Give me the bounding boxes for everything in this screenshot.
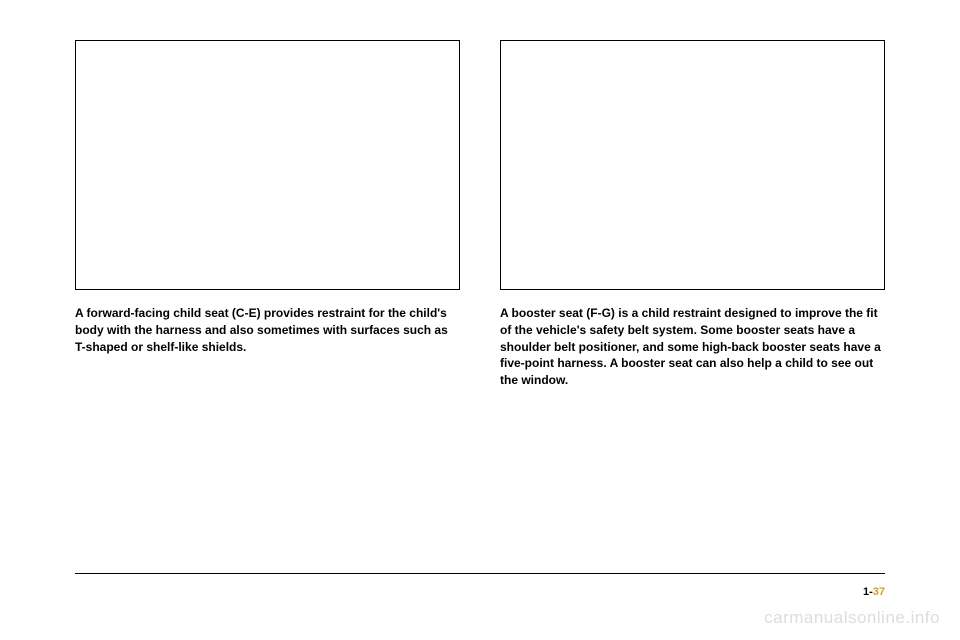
page-number: 1-37 bbox=[863, 586, 885, 598]
right-column: A booster seat (F-G) is a child restrain… bbox=[500, 40, 885, 389]
content-columns: A forward-facing child seat (C-E) provid… bbox=[75, 40, 885, 389]
page-number-prefix: 1- bbox=[863, 586, 873, 598]
watermark: carmanualsonline.info bbox=[764, 608, 940, 628]
page-container: A forward-facing child seat (C-E) provid… bbox=[0, 0, 960, 640]
left-column: A forward-facing child seat (C-E) provid… bbox=[75, 40, 460, 389]
right-image-placeholder bbox=[500, 40, 885, 290]
right-caption: A booster seat (F-G) is a child restrain… bbox=[500, 305, 885, 389]
page-number-suffix: 37 bbox=[873, 586, 885, 598]
left-image-placeholder bbox=[75, 40, 460, 290]
page-footer: 1-37 bbox=[75, 573, 885, 600]
left-caption: A forward-facing child seat (C-E) provid… bbox=[75, 305, 460, 355]
